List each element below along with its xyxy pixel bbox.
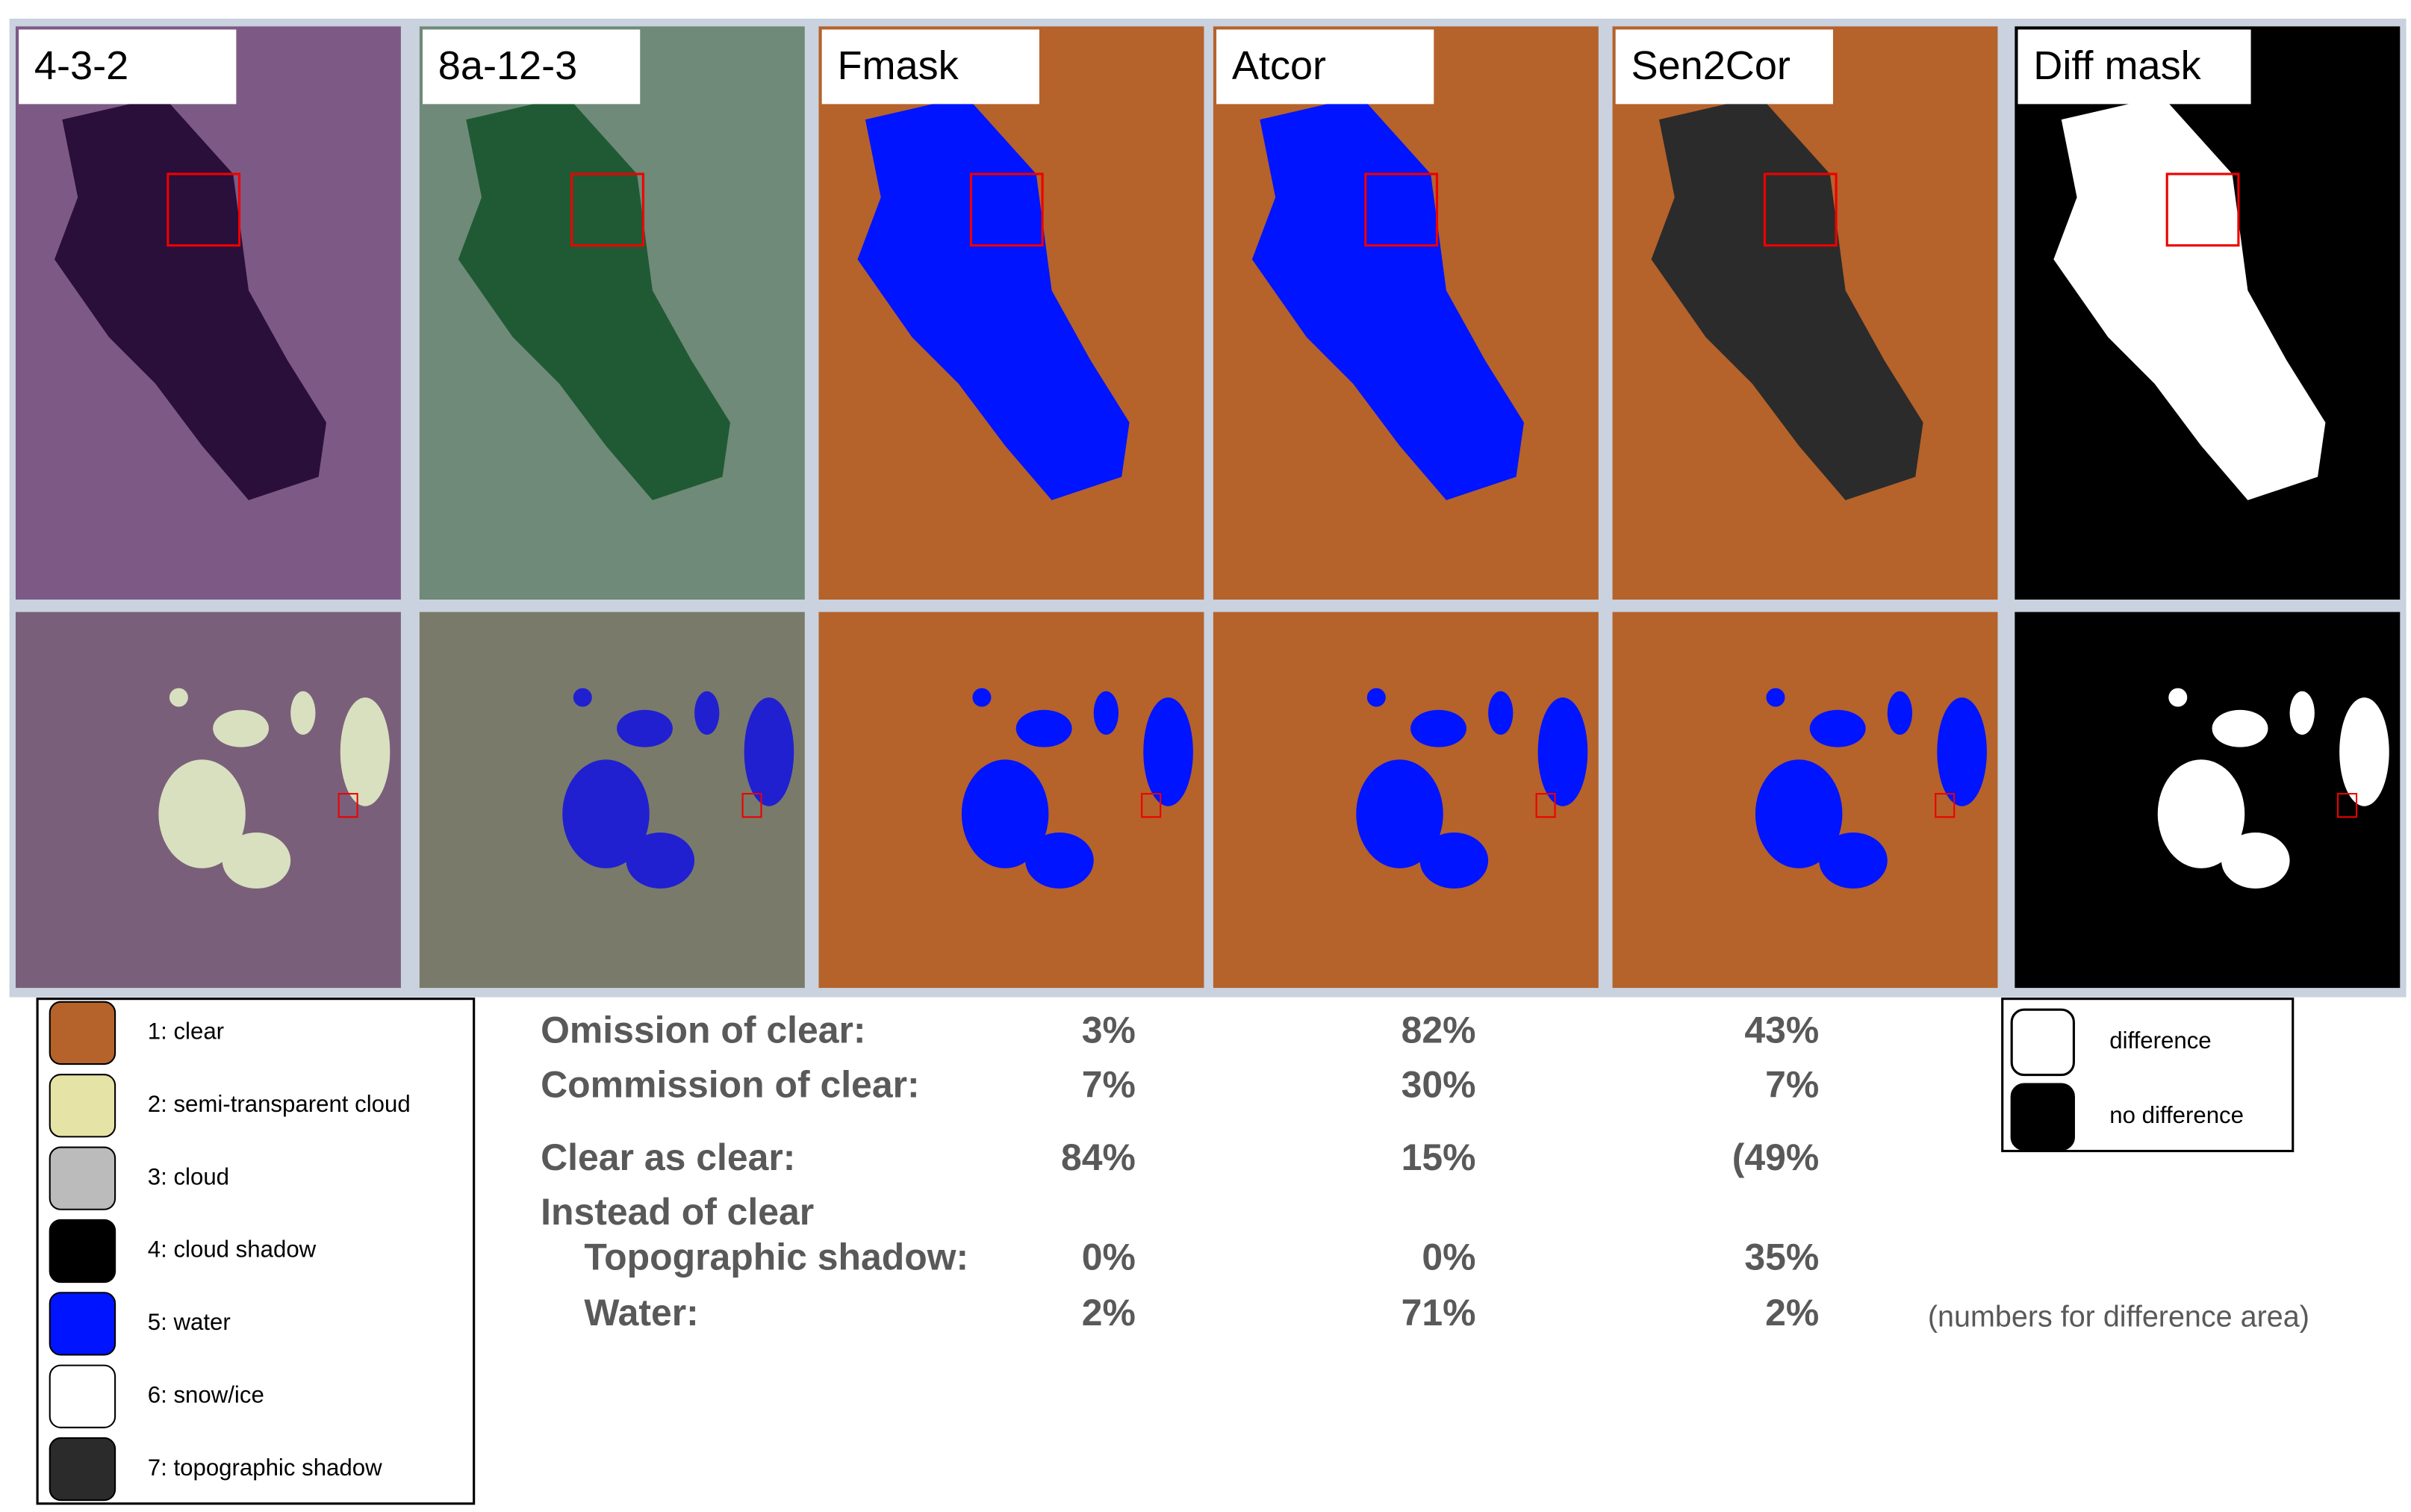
focus-box — [1763, 172, 1838, 247]
legend-swatch — [49, 1219, 116, 1284]
focus-box — [337, 793, 358, 818]
cell-value: 0% — [1422, 1236, 1475, 1278]
cell-value: 43% — [1744, 1009, 1819, 1051]
panel-label: Sen2Cor — [1631, 43, 1791, 88]
cell-value: 2% — [1082, 1292, 1136, 1334]
legend-swatch — [49, 1437, 116, 1502]
cell-value: 2% — [1765, 1292, 1819, 1334]
legend-label: 3: cloud — [148, 1163, 229, 1189]
legend-swatch — [49, 1146, 116, 1210]
legend-label: 6: snow/ice — [148, 1381, 264, 1407]
focus-box — [741, 793, 762, 818]
panel-label: Diff mask — [2033, 43, 2201, 88]
row-label: Commission of clear: — [541, 1063, 919, 1105]
row-label: Water: — [584, 1292, 698, 1334]
legend-label: difference — [2109, 1027, 2211, 1054]
row-label: Omission of clear: — [541, 1009, 865, 1051]
focus-box — [2165, 172, 2240, 247]
panel-label-box — [423, 29, 641, 105]
focus-box — [1535, 793, 1556, 818]
panel-label: Atcor — [1232, 43, 1326, 88]
panel-label-box — [1615, 29, 1833, 105]
panel-label-box — [19, 29, 237, 105]
focus-box — [1141, 793, 1162, 818]
panel-label: Fmask — [837, 43, 959, 88]
cell-value: 0% — [1082, 1236, 1136, 1278]
focus-box — [1935, 793, 1956, 818]
panel-label-box — [1216, 29, 1434, 105]
panel-grid — [15, 26, 2401, 989]
cell-value: 7% — [1765, 1063, 1819, 1105]
image-frame — [9, 18, 2407, 998]
cell-value: 35% — [1744, 1236, 1819, 1278]
row-label: Topographic shadow: — [584, 1236, 968, 1278]
legend-label: no difference — [2109, 1102, 2244, 1128]
cell-value: 71% — [1402, 1292, 1476, 1334]
cell-value: 84% — [1061, 1136, 1136, 1178]
cell-value: 7% — [1082, 1063, 1136, 1105]
focus-box — [167, 172, 241, 247]
panel-label: 8a-12-3 — [438, 43, 577, 88]
legend-swatch — [49, 1074, 116, 1138]
cell-value: 3% — [1082, 1009, 1136, 1051]
legend-swatch — [49, 1364, 116, 1428]
cell-value: 15% — [1402, 1136, 1476, 1178]
cell-value: (49% — [1732, 1136, 1820, 1178]
legend-label: 2: semi-transparent cloud — [148, 1091, 411, 1117]
legend-swatch — [2010, 1008, 2075, 1077]
note: (numbers for difference area) — [1928, 1301, 2309, 1334]
legend-label: 7: topographic shadow — [148, 1455, 382, 1481]
cell-value: 30% — [1402, 1063, 1476, 1105]
panel-label-box — [2018, 29, 2251, 105]
cell-value: 82% — [1402, 1009, 1476, 1051]
legend-label: 4: cloud shadow — [148, 1236, 317, 1263]
row-label: Clear as clear: — [541, 1136, 795, 1178]
panel-label-box — [821, 29, 1039, 105]
focus-box — [1364, 172, 1439, 247]
legend-swatch — [49, 1292, 116, 1356]
legend-swatch — [2010, 1083, 2075, 1151]
focus-box — [2337, 793, 2358, 818]
focus-box — [570, 172, 644, 247]
annotations: 4-3-2 8a-12-3 Fmask Atcor Sen2Cor Diff mask 1:… — [19, 29, 2309, 1502]
panel-label: 4-3-2 — [34, 43, 128, 88]
legend-label: 5: water — [148, 1309, 231, 1335]
legend-swatch — [49, 1001, 116, 1065]
row-label: Instead of clear — [541, 1191, 814, 1233]
focus-box — [969, 172, 1044, 247]
legend-label: 1: clear — [148, 1018, 224, 1045]
